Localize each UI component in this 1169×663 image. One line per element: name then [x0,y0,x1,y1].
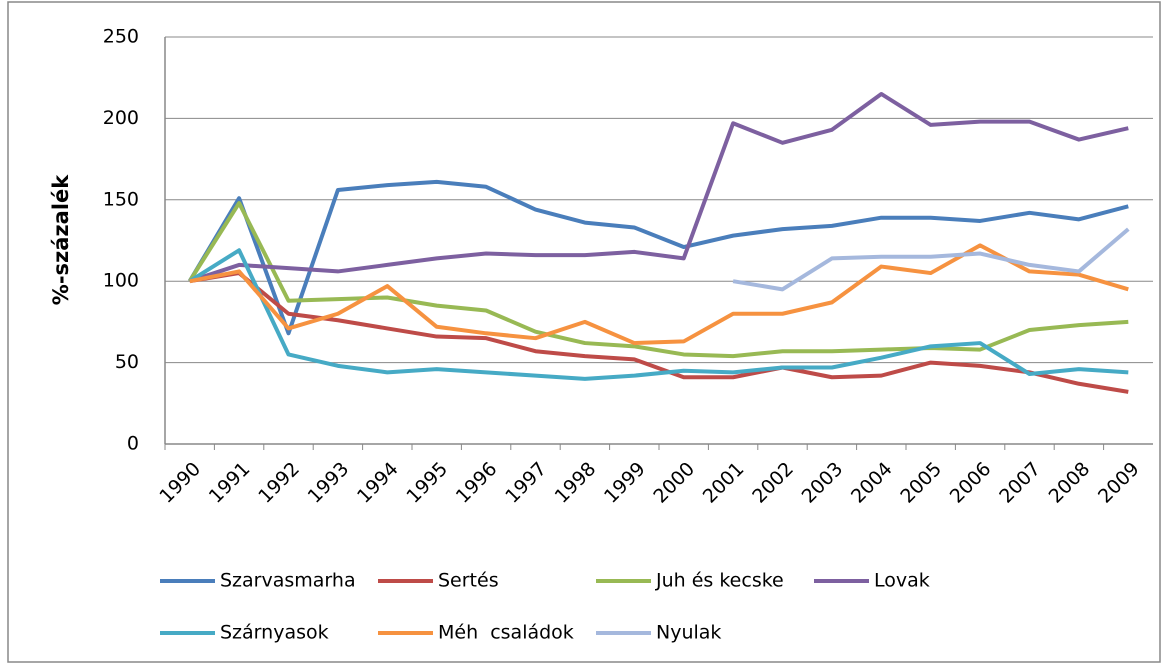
legend-label: Méh családok [438,622,574,644]
series-line [732,227,1130,292]
series-line [188,201,1129,359]
legend-label: Sertés [438,570,499,592]
legend-label: Nyulak [656,622,721,644]
chart-frame [7,1,1161,663]
series-line [187,179,1129,336]
legend-label: Szarvasmarha [220,570,356,592]
series-line [188,248,1129,381]
y-tick-label: 150 [103,188,139,210]
series-line [189,91,1129,284]
legend-label: Lovak [874,570,930,592]
series-line [189,271,1129,394]
series-line [189,243,1129,346]
y-tick-label: 50 [115,351,139,373]
y-axis-label: %-százalék [49,174,73,305]
y-tick-label: 250 [103,26,139,48]
legend-label: Juh és kecske [655,570,784,592]
y-tick-label: 100 [103,270,139,292]
y-tick-label: 200 [103,107,139,129]
y-tick-label: 0 [127,433,139,455]
legend-label: Szárnyasok [220,622,329,644]
